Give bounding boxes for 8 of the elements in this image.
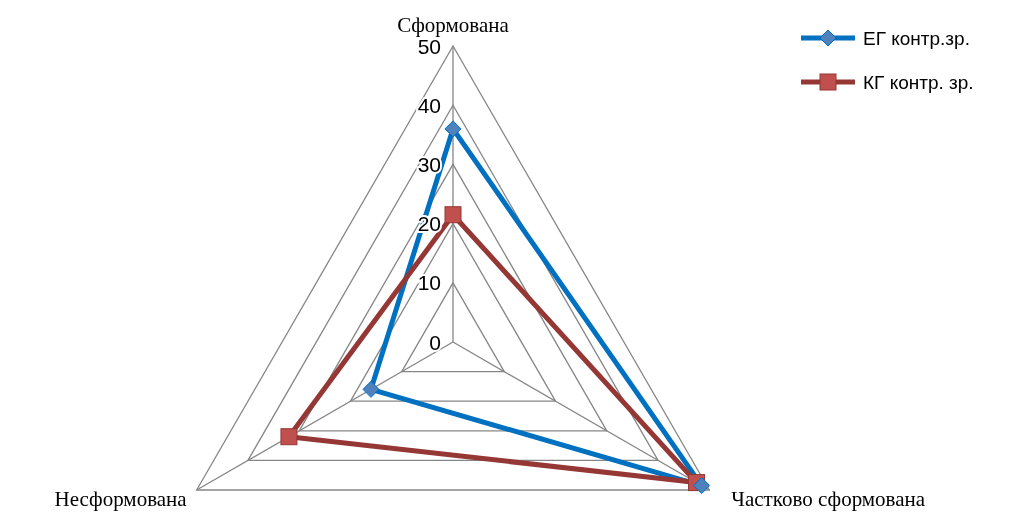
spoke-label: Частково сформована (731, 487, 926, 511)
y-tick-label: 40 (417, 93, 441, 117)
y-tick-label: 30 (417, 152, 441, 176)
spoke-label: Несформована (54, 487, 188, 511)
legend-label: КГ контр. зр. (863, 71, 974, 93)
y-tick-label: 0 (429, 330, 441, 354)
y-tick-label: 10 (417, 271, 441, 295)
legend-label: ЕГ контр.зр. (863, 27, 970, 49)
